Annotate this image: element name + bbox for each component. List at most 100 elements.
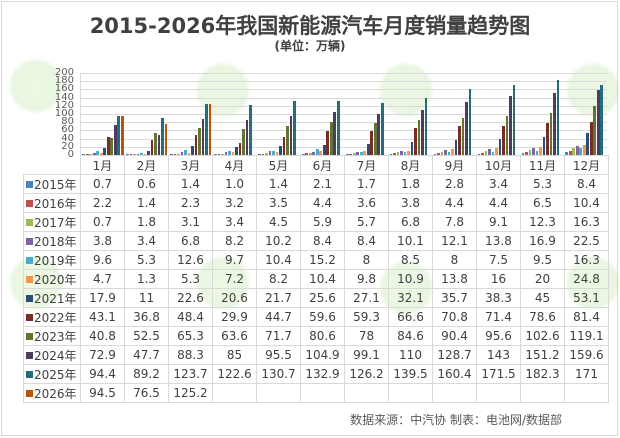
table-cell: 16 <box>476 269 521 289</box>
y-tick-label: 180 <box>54 75 74 87</box>
bar <box>191 145 194 155</box>
table-cell: 84.6 <box>388 326 433 346</box>
table-cell: 38.3 <box>476 288 521 308</box>
bar <box>356 151 359 155</box>
y-tick-label: 20 <box>61 140 74 152</box>
bar <box>349 153 352 155</box>
bar <box>301 154 305 155</box>
table-cell: 45 <box>520 288 565 308</box>
table-cell: 94.5 <box>80 383 125 403</box>
table-cell: 3.8 <box>80 231 125 251</box>
legend-text: 2017年 <box>34 215 77 230</box>
table-cell: 20.6 <box>212 288 257 308</box>
legend-label: 2024年 <box>23 345 81 365</box>
table-cell: 5.3 <box>520 174 565 194</box>
table-cell: 2.3 <box>168 193 213 213</box>
table-cell: 25.6 <box>300 288 345 308</box>
bar <box>106 137 110 155</box>
table-row: 2018年 3.8 3.4 6.8 8.2 10.2 8.4 8.4 10.1 12.1 13.8 1… <box>23 231 609 251</box>
bar <box>579 148 583 155</box>
bar <box>451 149 454 155</box>
x-category-label: 5月 <box>256 155 301 175</box>
table-cell: 95.6 <box>476 326 521 346</box>
table-corner <box>23 155 81 175</box>
table-cell: 9.5 <box>520 250 565 270</box>
legend-label: 2023年 <box>23 326 81 346</box>
table-cell: 6.8 <box>388 212 433 232</box>
x-category-label: 11月 <box>520 155 565 175</box>
bar-group <box>521 73 563 155</box>
bar <box>345 154 349 155</box>
table-cell: 53.1 <box>564 288 609 308</box>
bar <box>221 153 224 155</box>
table-cell: 59.3 <box>344 307 389 327</box>
bar <box>410 141 414 155</box>
bar <box>417 120 421 155</box>
bar <box>403 151 407 155</box>
bar <box>421 109 424 155</box>
bar <box>147 150 150 155</box>
bar <box>546 122 549 155</box>
legend-swatch-icon <box>26 275 33 283</box>
table-cell: 22.6 <box>168 288 213 308</box>
table-cell: 3.6 <box>344 193 389 213</box>
table-cell: 85 <box>212 345 257 365</box>
table-cell <box>256 383 301 403</box>
table-cell: 17.9 <box>80 288 125 308</box>
table-row: 2026年 94.5 76.5 125.2 <box>23 383 609 403</box>
table-cell: 4.5 <box>256 212 301 232</box>
x-category-label: 9月 <box>432 155 477 175</box>
legend-text: 2018年 <box>34 234 77 249</box>
table-cell: 21.7 <box>256 288 301 308</box>
table-row: 2016年 2.2 1.4 2.3 3.2 3.5 4.4 3.6 3.8 4.4 4.4 6.5 10… <box>23 193 609 213</box>
y-tick-label: 140 <box>54 91 74 103</box>
bar <box>377 114 380 155</box>
gridline <box>81 89 607 91</box>
table-cell: 9.6 <box>80 250 125 270</box>
bar <box>205 104 208 155</box>
x-category-label: 3月 <box>168 155 213 175</box>
legend-label: 2020年 <box>23 269 81 289</box>
bar <box>245 120 249 155</box>
table-cell: 24.8 <box>564 269 609 289</box>
table-cell: 1.4 <box>256 174 301 194</box>
table-row: 2015年 0.7 0.6 1.4 1.0 1.4 2.1 1.7 1.8 2.8 3.4 5.3 8.… <box>23 174 609 194</box>
table-cell: 125.2 <box>168 383 213 403</box>
bar <box>582 144 586 155</box>
y-tick-label: 80 <box>61 116 74 128</box>
table-cell: 63.6 <box>212 326 257 346</box>
bar <box>433 153 437 155</box>
table-cell: 12.3 <box>520 212 565 232</box>
bar <box>272 150 275 155</box>
bar <box>454 140 458 155</box>
table-cell: 13.8 <box>476 231 521 251</box>
legend-label: 2019年 <box>23 250 81 270</box>
table-cell: 4.4 <box>300 193 345 213</box>
bar <box>110 138 113 155</box>
table-cell: 2.8 <box>432 174 477 194</box>
legend-swatch-icon <box>26 180 33 188</box>
gridline <box>81 114 607 115</box>
gridline <box>81 105 607 107</box>
table-cell: 16.3 <box>564 212 609 232</box>
table-cell: 132.9 <box>300 364 345 384</box>
legend-text: 2016年 <box>34 196 77 211</box>
bar <box>242 128 245 155</box>
legend-text: 2022年 <box>34 310 77 325</box>
table-cell: 110 <box>388 345 433 365</box>
bar <box>458 125 461 155</box>
table-cell: 102.6 <box>520 326 565 346</box>
bar <box>437 153 440 155</box>
x-category-label: 12月 <box>564 155 609 175</box>
table-cell: 8.2 <box>256 269 301 289</box>
bar-group <box>126 73 168 155</box>
bar-group <box>82 73 124 155</box>
table-cell: 8.4 <box>300 231 345 251</box>
bar <box>177 153 180 155</box>
bar <box>498 139 502 155</box>
table-cell: 159.6 <box>564 345 609 365</box>
bar <box>424 97 428 155</box>
legend-label: 2026年 <box>23 383 81 403</box>
bar <box>352 152 356 155</box>
bar <box>170 154 173 155</box>
